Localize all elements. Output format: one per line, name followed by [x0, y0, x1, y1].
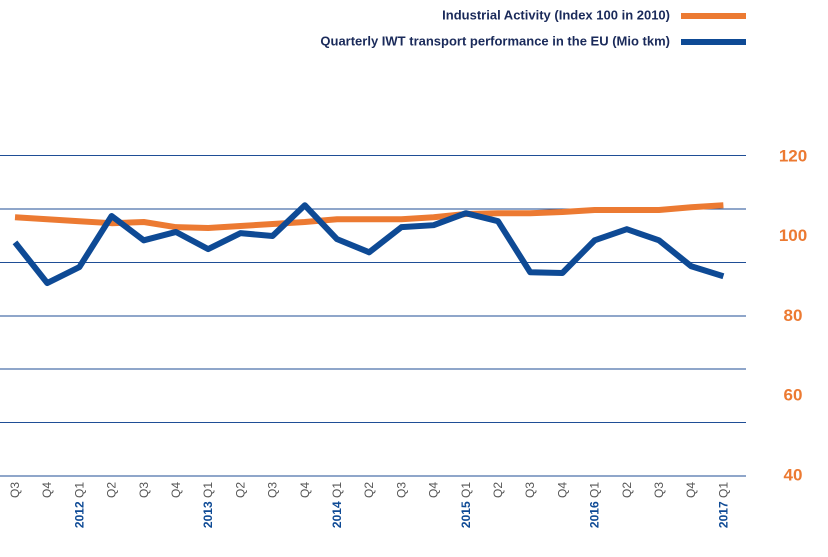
legend-label: Industrial Activity (Index 100 in 2010): [442, 7, 670, 22]
x-tick-label: 2012 Q1: [73, 482, 87, 528]
x-tick-label: Q2: [620, 482, 634, 498]
x-tick-label: Q3: [652, 482, 666, 498]
x-tick-label: Q2: [491, 482, 505, 498]
y2-tick-label: 120: [779, 146, 807, 165]
x-tick-quarter: Q2: [362, 482, 376, 498]
x-tick-quarter: Q4: [169, 482, 183, 498]
x-tick-label: Q3: [523, 482, 537, 498]
x-tick-quarter: Q3: [652, 482, 666, 498]
x-tick-label: 2015 Q1: [459, 482, 473, 528]
x-tick-label: 2014 Q1: [330, 482, 344, 528]
x-tick-label: 2016 Q1: [588, 482, 602, 528]
x-tick-label: Q3: [137, 482, 151, 498]
x-tick-quarter: Q4: [298, 482, 312, 498]
series-line: [14, 202, 724, 231]
x-tick-quarter: Q3: [137, 482, 151, 498]
x-tick-year: 2016: [588, 501, 602, 528]
x-tick-label: Q4: [169, 482, 183, 498]
x-tick-label: Q4: [298, 482, 312, 498]
x-tick-label: Q3: [266, 482, 280, 498]
x-tick-quarter: Q1: [73, 482, 87, 498]
x-tick-quarter: Q4: [40, 482, 54, 498]
x-tick-label: Q2: [105, 482, 119, 498]
x-tick-label: Q4: [556, 482, 570, 498]
x-tick-year: 2012: [73, 501, 87, 528]
x-tick-year: 2014: [330, 501, 344, 528]
x-tick-year: 2017: [717, 501, 731, 528]
x-tick-label: 2013 Q1: [201, 482, 215, 528]
x-tick-quarter: Q3: [395, 482, 409, 498]
x-tick-quarter: Q4: [427, 482, 441, 498]
x-tick-label: Q4: [427, 482, 441, 498]
y2-tick-label: 100: [779, 226, 807, 245]
x-tick-year: 2013: [201, 501, 215, 528]
x-tick-label: Q4: [684, 482, 698, 498]
x-tick-quarter: Q2: [234, 482, 248, 498]
x-tick-label: Q2: [362, 482, 376, 498]
y2-tick-label: 40: [784, 465, 803, 484]
x-tick-quarter: Q4: [684, 482, 698, 498]
x-tick-quarter: Q1: [201, 482, 215, 498]
x-tick-quarter: Q4: [556, 482, 570, 498]
y2-tick-label: 60: [784, 386, 803, 405]
x-tick-label: Q3: [395, 482, 409, 498]
grid: [0, 155, 746, 477]
x-tick-quarter: Q1: [588, 482, 602, 498]
x-tick-quarter: Q2: [491, 482, 505, 498]
x-tick-quarter: Q1: [459, 482, 473, 498]
legend-label: Quarterly IWT transport performance in t…: [320, 33, 670, 48]
x-tick-label: 2017 Q1: [717, 482, 731, 528]
y2-tick-label: 80: [784, 306, 803, 325]
x-tick-quarter: Q3: [8, 482, 22, 498]
x-tick-quarter: Q2: [105, 482, 119, 498]
x-tick-label: Q2: [234, 482, 248, 498]
x-tick-label: Q4: [40, 482, 54, 498]
x-tick-quarter: Q1: [330, 482, 344, 498]
x-tick-quarter: Q2: [620, 482, 634, 498]
x-tick-label: Q3: [8, 482, 22, 498]
series-line: [12, 202, 725, 287]
x-tick-year: 2015: [459, 501, 473, 528]
x-tick-quarter: Q1: [717, 482, 731, 498]
x-tick-quarter: Q3: [523, 482, 537, 498]
x-tick-quarter: Q3: [266, 482, 280, 498]
